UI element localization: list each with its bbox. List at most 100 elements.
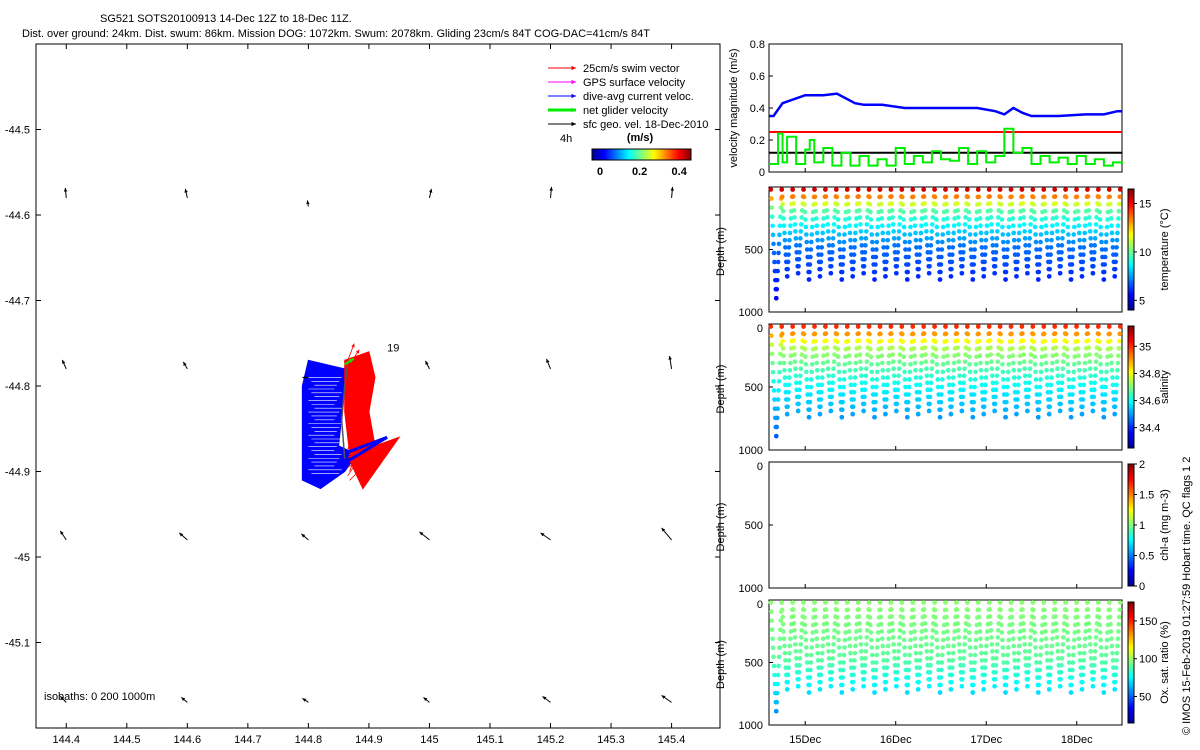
section-data-point (922, 201, 927, 206)
section-data-point (904, 682, 910, 688)
section-data-point (1020, 208, 1026, 213)
figure-subtitle: Dist. over ground: 24km. Dist. swum: 86k… (22, 28, 650, 40)
swim-vector-head (360, 459, 365, 464)
section-data-point (946, 375, 951, 380)
section-data-point (907, 377, 912, 382)
section-data-point (1048, 245, 1054, 250)
section-data-point (812, 607, 818, 613)
section-data-point (1109, 230, 1115, 236)
section-data-point (1044, 237, 1050, 243)
section-data-point (930, 222, 935, 227)
section-data-point (1052, 324, 1057, 329)
section-data-point (937, 414, 943, 420)
section-data-point (984, 643, 989, 649)
section-data-point (1054, 222, 1060, 227)
section-data-point (852, 658, 857, 663)
section-data-point (973, 224, 979, 230)
section-data-point (974, 630, 979, 635)
section-data-point (798, 366, 804, 372)
section-data-point (841, 652, 847, 658)
section-data-point (809, 637, 815, 643)
section-data-point (858, 359, 863, 364)
section-data-point (853, 230, 858, 236)
section-data-point (965, 331, 971, 337)
section-data-point (793, 373, 799, 379)
section-data-point (1049, 237, 1054, 243)
section-data-point (1076, 636, 1082, 641)
isobath-label: isobaths: 0 200 1000m (44, 691, 155, 703)
section-data-point (1071, 362, 1077, 367)
section-data-point (794, 256, 800, 262)
section-data-point (825, 635, 830, 640)
section-data-point (947, 672, 953, 678)
section-data-point (910, 187, 916, 192)
section-data-point (1035, 682, 1041, 688)
section-data-point (904, 262, 909, 267)
section-data-point (1011, 230, 1017, 236)
section-data-point (929, 373, 934, 379)
section-data-point (1032, 354, 1037, 360)
section-data-point (874, 232, 880, 237)
section-data-point (1072, 354, 1077, 360)
section-data-point (994, 236, 1000, 241)
section-y-tick-label: 1000 (739, 445, 763, 457)
section-data-point (990, 380, 996, 386)
section-data-point (1099, 384, 1105, 390)
section-data-point (967, 637, 972, 643)
section-data-point (837, 377, 842, 382)
section-data-point (1054, 215, 1059, 220)
section-data-point (1038, 239, 1043, 245)
section-data-point (1020, 338, 1026, 343)
section-data-point (1011, 375, 1017, 380)
section-data-point (998, 202, 1004, 207)
section-data-point (901, 224, 907, 230)
section-data-point (781, 629, 786, 634)
section-data-point (1085, 607, 1091, 612)
section-data-point (880, 643, 886, 649)
section-data-point (878, 338, 884, 344)
section-data-point (883, 687, 888, 692)
section-data-point (823, 324, 828, 329)
section-data-point (935, 239, 941, 245)
section-data-point (797, 656, 803, 661)
section-data-point (881, 389, 887, 395)
section-data-point (886, 360, 891, 366)
section-data-point (838, 667, 843, 673)
section-data-point (1065, 354, 1070, 360)
section-data-point (773, 424, 779, 430)
section-data-point (914, 397, 920, 402)
section-data-point (983, 658, 988, 663)
section-data-point (1000, 232, 1006, 237)
section-data-point (933, 615, 938, 620)
section-data-point (923, 352, 928, 357)
section-data-point (899, 331, 905, 337)
section-data-point (1082, 223, 1088, 228)
section-data-point (1111, 259, 1117, 265)
section-data-point (817, 266, 822, 272)
section-data-point (832, 352, 837, 357)
section-data-point (1066, 247, 1072, 252)
section-data-point (830, 373, 836, 379)
section-data-point (837, 247, 843, 252)
section-data-point (937, 269, 942, 275)
section-colorbar-tick-label: 1.5 (1139, 490, 1154, 502)
section-data-point (1115, 368, 1120, 373)
section-data-point (1117, 607, 1123, 613)
section-data-point (917, 658, 923, 663)
section-data-point (856, 614, 862, 619)
section-data-point (1063, 607, 1069, 613)
map-x-tick-label: 144.7 (234, 734, 262, 746)
section-data-point (914, 389, 920, 395)
section-data-point (819, 658, 825, 663)
section-data-point (1005, 384, 1010, 390)
section-data-point (1012, 389, 1018, 395)
section-data-point (1082, 636, 1088, 641)
section-data-point (1066, 652, 1072, 658)
section-colorbar-tick-label: 10 (1139, 247, 1151, 259)
swim-vector-head (356, 356, 361, 361)
section-data-point (802, 209, 808, 215)
section-data-point (853, 223, 859, 228)
section-data-point (1000, 362, 1005, 367)
section-data-point (912, 353, 917, 359)
section-data-point (910, 324, 916, 329)
